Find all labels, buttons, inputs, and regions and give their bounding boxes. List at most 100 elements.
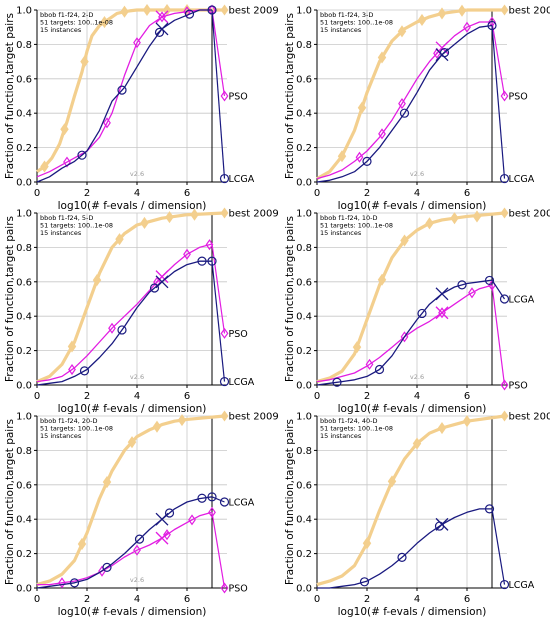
y-tick-label: 0.2 [16,549,32,560]
y-axis-label: Fraction of function,target pairs [4,216,16,382]
budget-cross-marker [435,48,449,62]
info-line: 15 instances [40,432,82,440]
y-axis-label: Fraction of function,target pairs [4,13,16,179]
x-tick-label: 2 [364,188,370,199]
data-marker [108,322,116,334]
y-tick-label: 0.8 [16,446,32,457]
series-pso: PSO [36,4,248,178]
x-tick-label: 6 [464,188,470,199]
legend-label-lcga: LCGA [229,498,255,509]
y-tick-label: 0.2 [296,143,312,154]
end-marker [220,410,229,422]
data-marker [337,150,347,163]
series-line-pso [36,9,212,178]
series-line-best-2009 [316,8,468,181]
end-marker [220,582,229,594]
x-tick-label: 0 [34,188,40,199]
x-axis-label: log10(# f-evals / dimension) [58,606,207,618]
x-tick-label: 2 [84,594,90,605]
series-end-connector [466,211,505,219]
data-marker [208,506,216,518]
y-tick-label: 0.4 [16,109,32,120]
series-line-pso [37,511,213,586]
legend-label-pso: PSO [229,92,248,103]
data-marker [69,578,80,588]
info-line: 15 instances [320,26,362,34]
data-marker [484,275,495,286]
info-line: 51 targets: 100..1e-08 [40,425,113,433]
series-lcga: LCGA [36,256,255,388]
data-marker [355,151,364,163]
data-marker [463,21,471,33]
end-marker [500,90,509,102]
budget-cross-marker [155,275,169,289]
x-tick-label: 4 [414,188,420,199]
series-pso: PSO [316,16,528,180]
data-marker [374,364,385,375]
data-marker [457,4,467,17]
data-marker [102,476,112,489]
y-tick-label: 0.6 [16,480,32,491]
data-marker [77,150,87,160]
info-line: 15 instances [320,229,362,237]
series-end-connector [491,25,506,179]
series-best-2009: best 2009 [36,410,279,587]
series-end-connector [491,508,506,585]
data-marker [462,415,472,428]
version-label: v2.6 [130,576,144,584]
version-label: v2.6 [410,170,424,178]
y-tick-label: 1.0 [16,412,32,423]
data-marker [417,308,427,319]
end-marker [219,497,230,507]
version-label: v2.6 [410,373,424,381]
legend-label-pso: PSO [229,584,248,595]
legend-label-lcga: LCGA [229,174,255,185]
data-marker [92,274,102,287]
data-marker [397,25,407,38]
x-tick-label: 0 [314,594,320,605]
y-tick-label: 0.4 [296,515,312,526]
end-marker [499,294,510,304]
x-tick-label: 4 [134,594,140,605]
legend-label-lcga: LCGA [509,174,535,185]
data-marker [163,529,171,541]
data-marker [412,437,422,450]
x-tick-label: 6 [184,188,190,199]
end-marker [500,4,509,16]
x-axis-label: log10(# f-evals / dimension) [58,200,207,212]
data-marker [165,211,174,224]
series-end-connector [466,414,505,423]
data-marker [457,280,467,290]
data-marker [133,37,141,49]
data-marker [60,123,69,136]
info-line: 51 targets: 100..1e-08 [40,19,113,27]
x-tick-label: 6 [184,391,190,402]
series-end-connector [211,9,226,179]
version-label: v2.6 [130,373,144,381]
series-lcga: LCGA [316,20,535,185]
budget-cross-marker [435,287,449,301]
series-end-connector [211,512,226,589]
info-line: bbob f1-f24, 3-D [320,11,373,19]
info-line: 15 instances [320,432,362,440]
y-tick-label: 0.6 [296,277,312,288]
data-marker [77,537,87,551]
series-end-connector [186,414,225,422]
series-pso: PSO [37,506,248,595]
y-tick-label: 1.0 [296,412,312,423]
y-tick-label: 0.4 [296,109,312,120]
data-marker [183,248,191,260]
budget-cross-marker [435,517,449,531]
budget-cross-marker [155,270,169,284]
x-tick-label: 0 [314,188,320,199]
data-marker [117,85,127,95]
series-end-connector [211,9,226,97]
y-axis-label: Fraction of function,target pairs [284,419,296,585]
info-line: bbob f1-f24, 20-D [40,417,98,425]
legend-label-best-2009: best 2009 [509,6,550,17]
data-marker [397,552,407,562]
